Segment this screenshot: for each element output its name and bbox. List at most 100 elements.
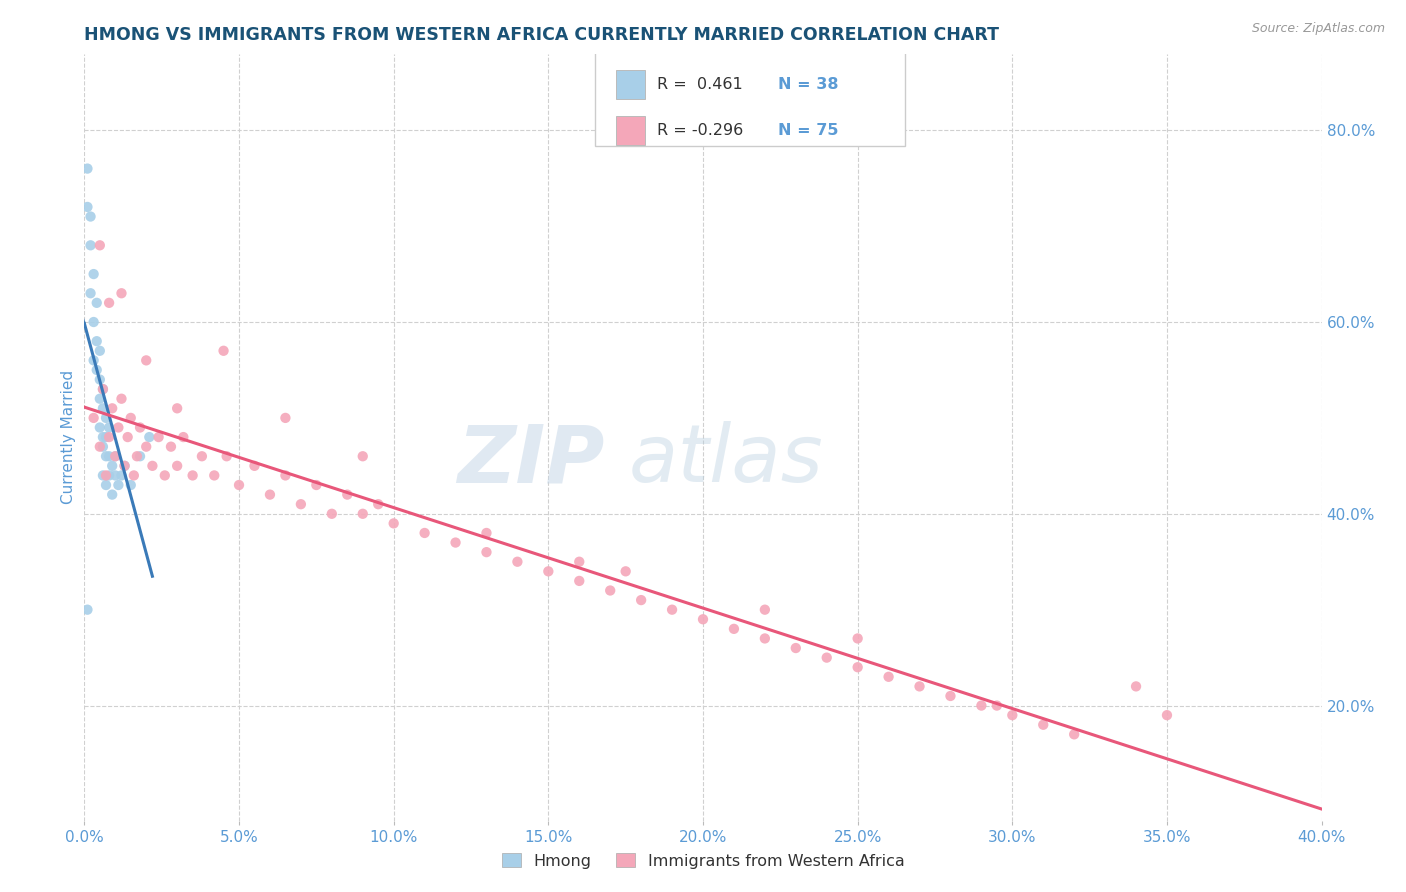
Point xyxy=(661,603,683,617)
Point xyxy=(91,440,114,454)
Point xyxy=(215,450,238,464)
Point xyxy=(86,334,108,349)
Point xyxy=(91,430,114,444)
Point xyxy=(110,468,132,483)
Point xyxy=(290,497,312,511)
Point xyxy=(107,420,129,434)
Point xyxy=(104,450,127,464)
Point xyxy=(104,468,127,483)
Text: R =  0.461: R = 0.461 xyxy=(657,77,742,92)
Point xyxy=(537,565,560,579)
Point xyxy=(336,488,359,502)
Point xyxy=(568,574,591,588)
Point xyxy=(160,440,183,454)
Point xyxy=(76,200,98,214)
Point xyxy=(506,555,529,569)
Point xyxy=(172,430,194,444)
Point xyxy=(89,343,111,358)
Point xyxy=(129,450,152,464)
Point xyxy=(91,468,114,483)
Point xyxy=(94,478,117,492)
Point xyxy=(815,650,838,665)
Point xyxy=(243,458,266,473)
Point xyxy=(120,478,142,492)
Point xyxy=(98,450,121,464)
Point xyxy=(1001,708,1024,723)
Point xyxy=(120,411,142,425)
Text: HMONG VS IMMIGRANTS FROM WESTERN AFRICA CURRENTLY MARRIED CORRELATION CHART: HMONG VS IMMIGRANTS FROM WESTERN AFRICA … xyxy=(84,26,1000,44)
Text: R = -0.296: R = -0.296 xyxy=(657,123,744,137)
Point xyxy=(91,382,114,396)
Point xyxy=(138,430,160,444)
Text: N = 75: N = 75 xyxy=(779,123,839,137)
Point xyxy=(274,468,297,483)
Point xyxy=(148,430,170,444)
Point xyxy=(107,478,129,492)
Point xyxy=(367,497,389,511)
Point xyxy=(91,401,114,416)
Point xyxy=(104,450,127,464)
Point xyxy=(754,603,776,617)
Point xyxy=(76,603,98,617)
Point xyxy=(599,583,621,598)
Point xyxy=(79,210,101,224)
Point xyxy=(89,420,111,434)
Text: atlas: atlas xyxy=(628,421,824,500)
Point xyxy=(321,507,343,521)
Point xyxy=(1063,727,1085,741)
Point xyxy=(153,468,176,483)
Point xyxy=(970,698,993,713)
Point xyxy=(101,488,124,502)
Point xyxy=(114,458,136,473)
Point xyxy=(98,296,121,310)
Text: N = 38: N = 38 xyxy=(779,77,839,92)
Point xyxy=(444,535,467,549)
Point xyxy=(630,593,652,607)
Point xyxy=(352,450,374,464)
Bar xyxy=(616,70,645,99)
Point xyxy=(91,382,114,396)
Point xyxy=(259,488,281,502)
Point xyxy=(141,458,163,473)
Point xyxy=(83,353,105,368)
Point xyxy=(89,440,111,454)
Point xyxy=(94,468,117,483)
Point xyxy=(83,411,105,425)
Point xyxy=(939,689,962,703)
Point xyxy=(382,516,405,531)
Point xyxy=(568,555,591,569)
Bar xyxy=(616,116,645,145)
Text: Source: ZipAtlas.com: Source: ZipAtlas.com xyxy=(1251,22,1385,36)
Point xyxy=(122,468,145,483)
Point xyxy=(191,450,214,464)
Point xyxy=(135,440,157,454)
Point xyxy=(1125,680,1147,694)
Point xyxy=(76,161,98,176)
Point xyxy=(89,238,111,252)
Point xyxy=(101,458,124,473)
Point xyxy=(754,632,776,646)
Point xyxy=(94,411,117,425)
Point xyxy=(846,632,869,646)
Point xyxy=(614,565,637,579)
Point xyxy=(125,450,148,464)
Point xyxy=(305,478,328,492)
Point xyxy=(846,660,869,674)
Point xyxy=(785,641,807,656)
Point xyxy=(110,392,132,406)
Point xyxy=(1156,708,1178,723)
Text: ZIP: ZIP xyxy=(457,421,605,500)
Point xyxy=(94,450,117,464)
Point xyxy=(908,680,931,694)
Point xyxy=(135,353,157,368)
Point xyxy=(89,373,111,387)
Point xyxy=(413,526,436,541)
Point xyxy=(228,478,250,492)
Point xyxy=(986,698,1008,713)
Point xyxy=(352,507,374,521)
Point xyxy=(692,612,714,626)
Point xyxy=(723,622,745,636)
Point xyxy=(166,458,188,473)
Point xyxy=(202,468,225,483)
FancyBboxPatch shape xyxy=(595,35,904,145)
